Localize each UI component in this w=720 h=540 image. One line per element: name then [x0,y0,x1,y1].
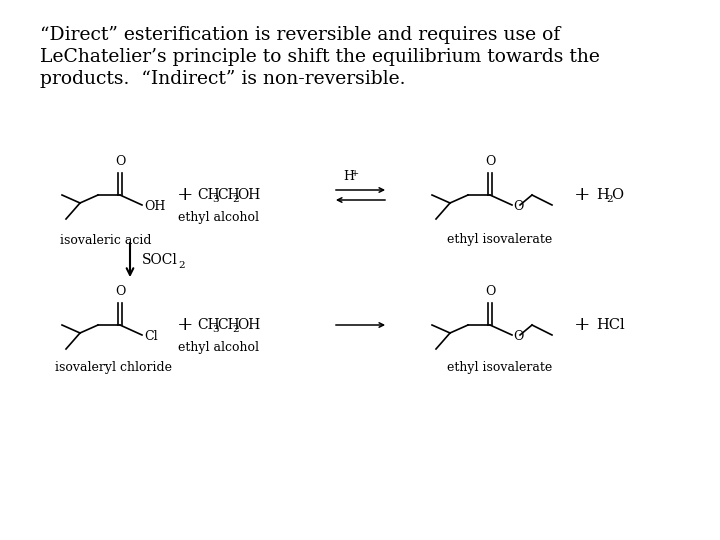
Text: +: + [574,316,590,334]
Text: OH: OH [237,318,260,332]
Text: O: O [485,155,495,168]
Text: ethyl isovalerate: ethyl isovalerate [447,361,552,374]
Text: H: H [596,188,608,202]
Text: SOCl: SOCl [142,253,178,267]
Text: 2: 2 [178,260,184,269]
Text: products.  “Indirect” is non-reversible.: products. “Indirect” is non-reversible. [40,70,405,88]
Text: O: O [513,329,523,342]
Text: LeChatelier’s principle to shift the equilibrium towards the: LeChatelier’s principle to shift the equ… [40,48,600,66]
Text: isovaleryl chloride: isovaleryl chloride [55,361,172,374]
Text: HCl: HCl [596,318,625,332]
Text: O: O [114,155,125,168]
Text: 3: 3 [212,325,219,334]
Text: +: + [176,316,193,334]
Text: ethyl alcohol: ethyl alcohol [178,211,258,224]
Text: isovaleric acid: isovaleric acid [60,233,151,246]
Text: 2: 2 [232,325,238,334]
Text: +: + [351,168,359,178]
Text: +: + [176,186,193,204]
Text: O: O [114,285,125,298]
Text: 2: 2 [606,194,613,204]
Text: OH: OH [237,188,260,202]
Text: CH: CH [217,318,240,332]
Text: ethyl alcohol: ethyl alcohol [178,341,258,354]
Text: “Direct” esterification is reversible and requires use of: “Direct” esterification is reversible an… [40,26,560,44]
Text: Cl: Cl [144,330,158,343]
Text: CH: CH [217,188,240,202]
Text: H: H [343,171,354,184]
Text: 2: 2 [232,194,238,204]
Text: ethyl isovalerate: ethyl isovalerate [447,233,552,246]
Text: O: O [513,199,523,213]
Text: O: O [611,188,623,202]
Text: O: O [485,285,495,298]
Text: CH: CH [197,318,220,332]
Text: CH: CH [197,188,220,202]
Text: +: + [574,186,590,204]
Text: 3: 3 [212,194,219,204]
Text: OH: OH [144,199,166,213]
